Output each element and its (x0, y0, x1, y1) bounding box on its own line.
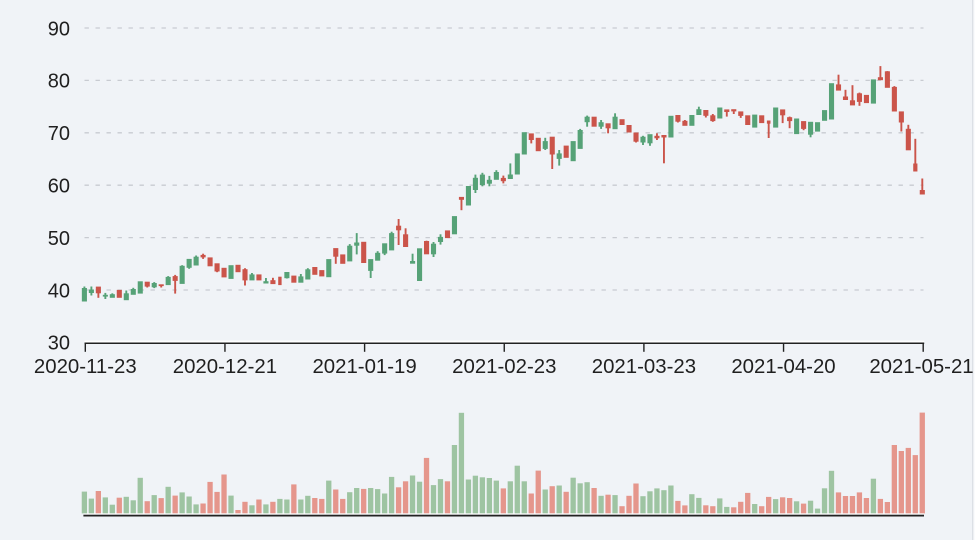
svg-text:50: 50 (48, 228, 70, 250)
svg-text:2020-11-23: 2020-11-23 (34, 356, 137, 378)
svg-text:2021-02-23: 2021-02-23 (452, 356, 556, 378)
svg-text:60: 60 (48, 176, 70, 198)
svg-text:2020-12-21: 2020-12-21 (173, 356, 277, 378)
svg-text:2021-05-21: 2021-05-21 (869, 356, 973, 378)
svg-text:30: 30 (48, 333, 70, 355)
svg-text:80: 80 (48, 71, 70, 93)
svg-text:2021-03-23: 2021-03-23 (592, 356, 696, 378)
svg-text:90: 90 (48, 18, 70, 40)
svg-text:70: 70 (48, 123, 70, 145)
svg-text:2021-01-19: 2021-01-19 (312, 356, 416, 378)
svg-text:2021-04-20: 2021-04-20 (731, 356, 835, 378)
svg-text:40: 40 (48, 280, 70, 302)
